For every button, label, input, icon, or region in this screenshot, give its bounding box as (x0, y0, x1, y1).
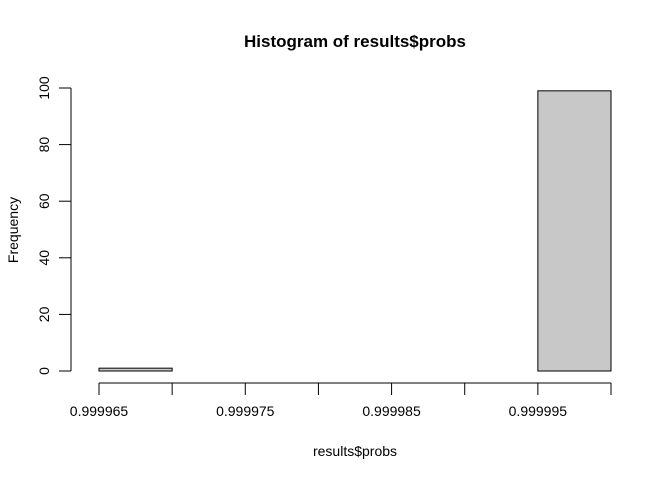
x-axis-label: results$probs (313, 443, 397, 459)
y-tick-label: 20 (36, 306, 52, 322)
chart-title: Histogram of results$probs (244, 32, 466, 51)
y-axis: 0 20 40 60 80 100 (36, 76, 72, 375)
x-tick-label: 0.999965 (70, 403, 129, 419)
x-tick-label: 0.999975 (216, 403, 275, 419)
y-tick-label: 80 (36, 137, 52, 153)
bars-layer (98, 90, 612, 372)
y-axis-label: Frequency (5, 197, 21, 263)
histogram-bar (537, 90, 612, 372)
x-axis: 0.999965 0.999975 0.999985 0.999995 (70, 382, 612, 419)
y-tick-label: 60 (36, 193, 52, 209)
x-tick-label: 0.999995 (509, 403, 568, 419)
x-tick-label: 0.999985 (362, 403, 421, 419)
y-tick-label: 40 (36, 250, 52, 266)
y-tick-label: 0 (36, 367, 52, 375)
histogram-bar (98, 367, 173, 372)
y-tick-label: 100 (36, 76, 52, 100)
